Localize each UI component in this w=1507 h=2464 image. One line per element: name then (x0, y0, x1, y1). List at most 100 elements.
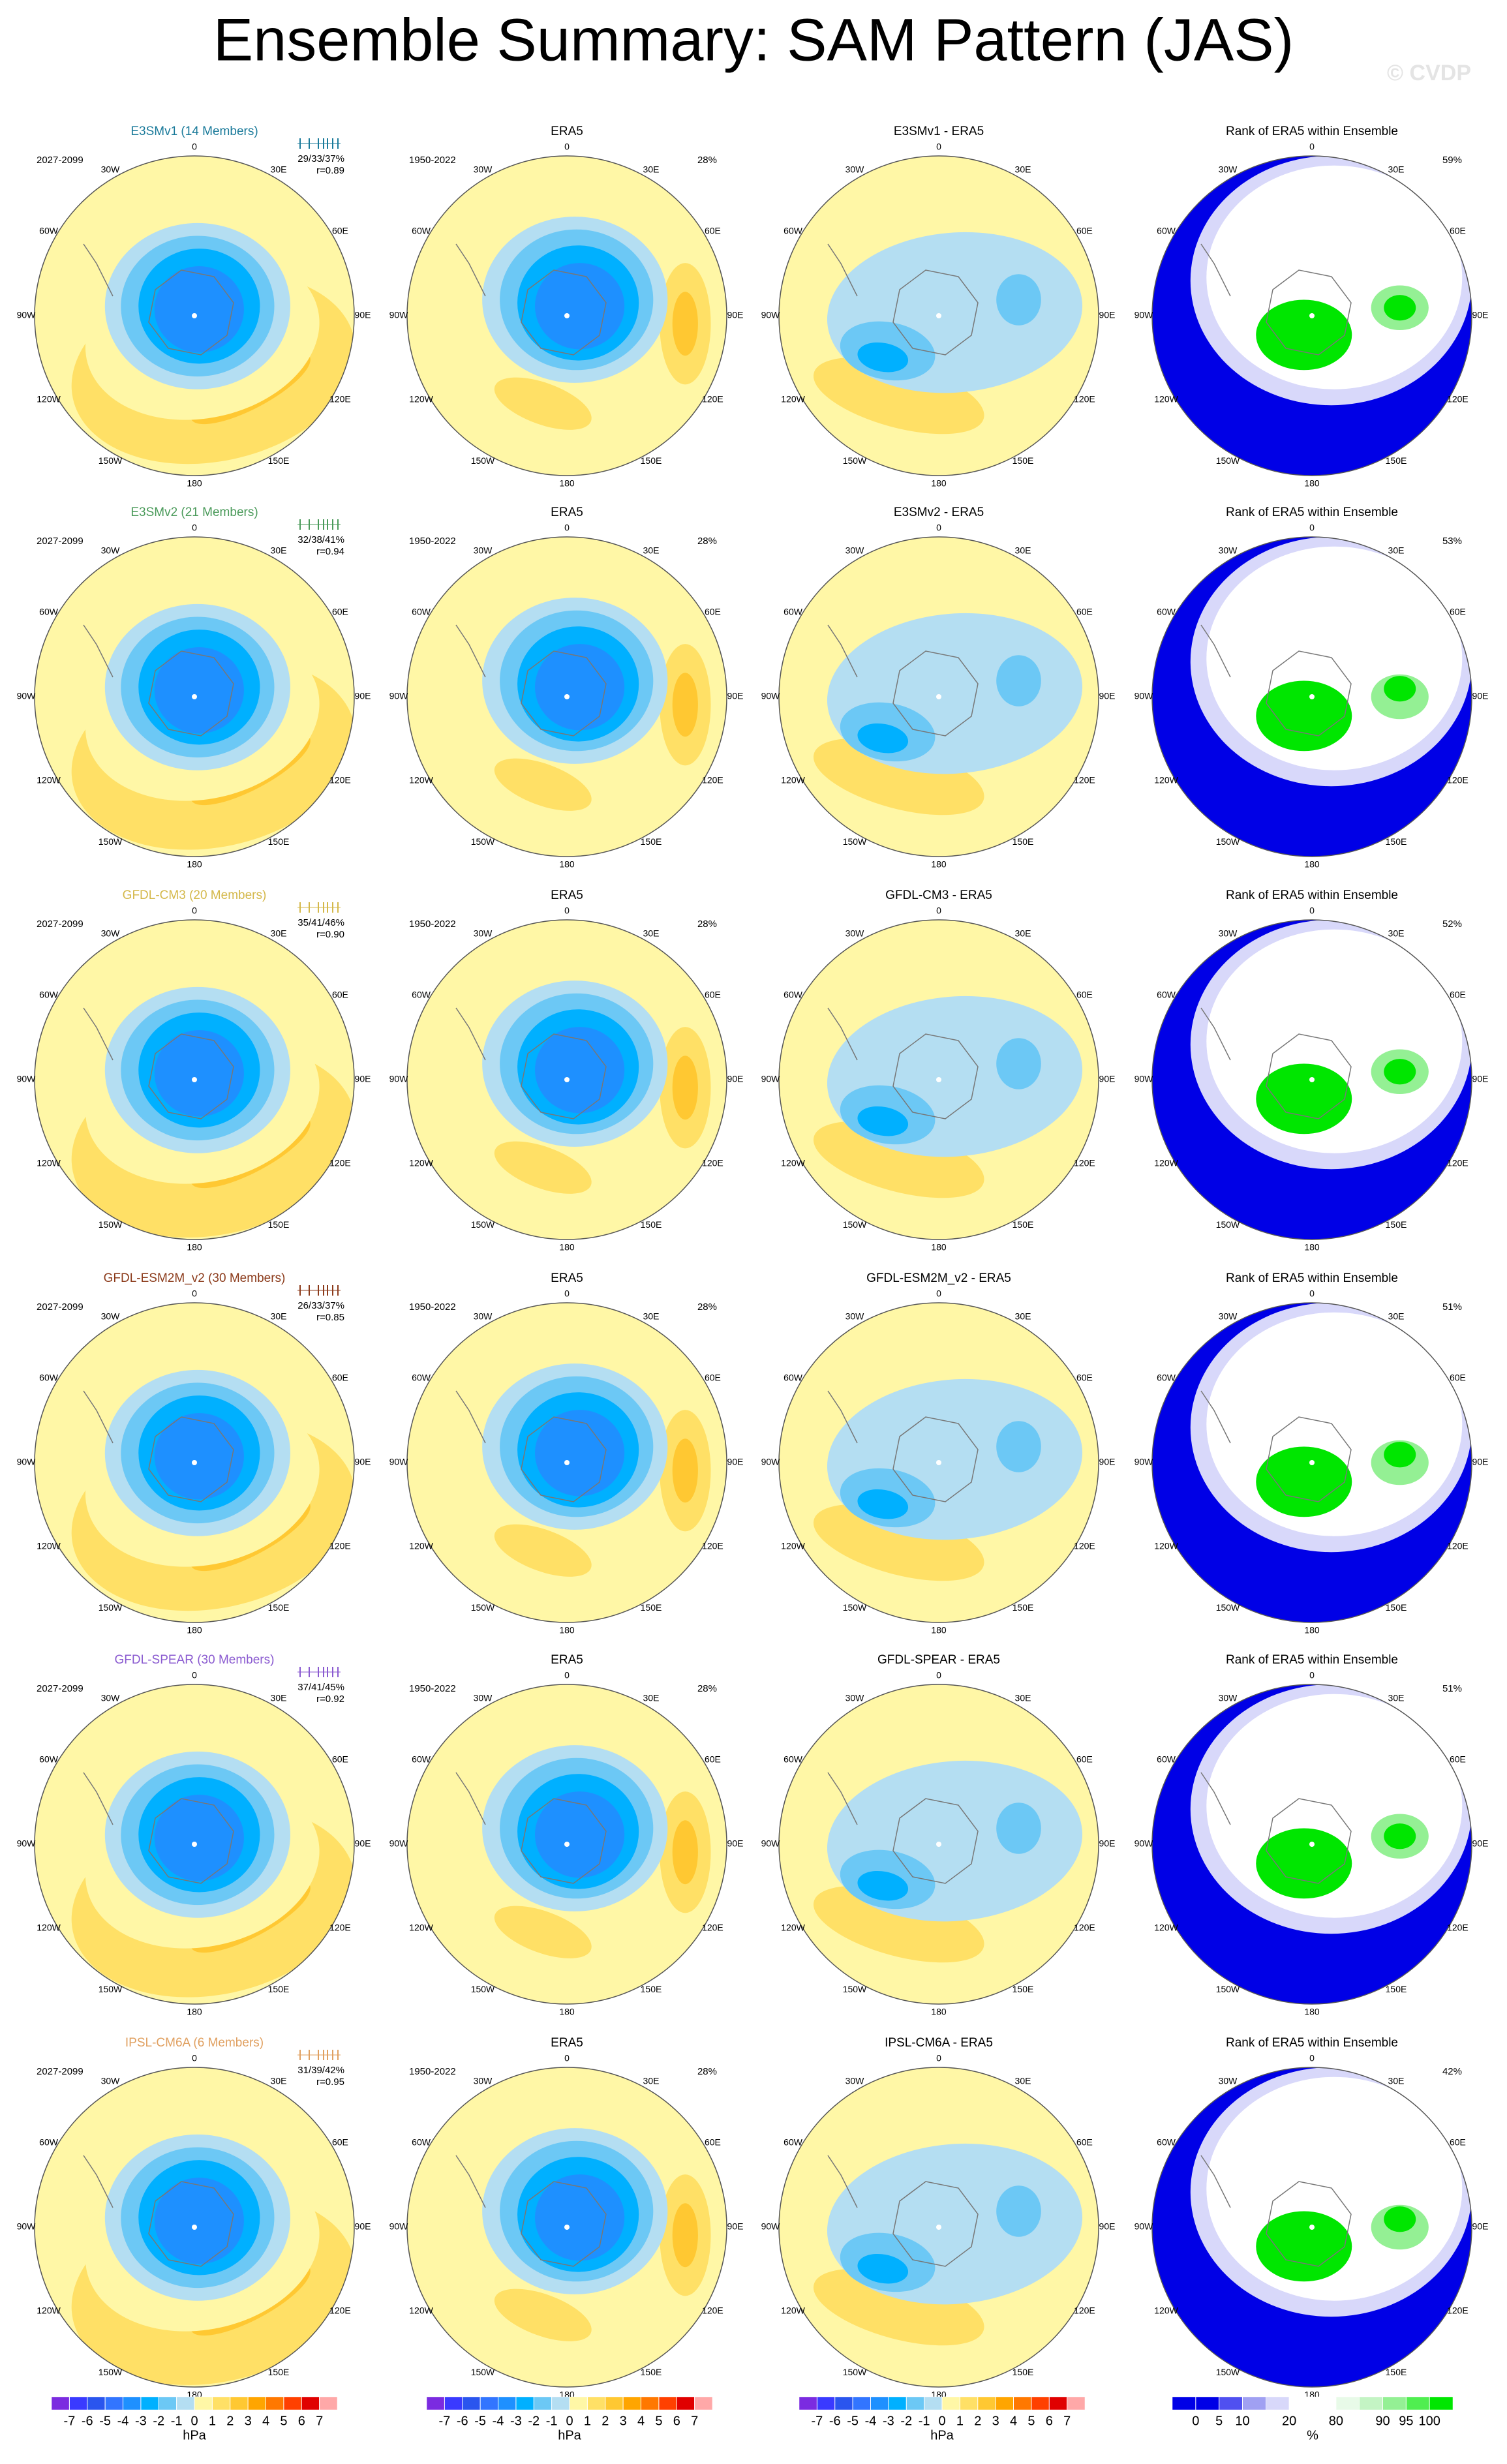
map-outline (34, 1302, 355, 1623)
longitude-label: 120E (1074, 1158, 1095, 1168)
colorbar-swatch (159, 2396, 177, 2411)
longitude-label: 120W (409, 394, 433, 404)
longitude-label: 120W (1154, 394, 1178, 404)
longitude-label: 30E (643, 1311, 660, 1321)
coastline (827, 243, 979, 356)
longitude-label: 0 (936, 905, 941, 916)
longitude-label: 90E (1472, 310, 1489, 320)
panel-title: Rank of ERA5 within Ensemble (1226, 2036, 1398, 2050)
longitude-label: 90E (355, 310, 371, 320)
pole-marker (192, 313, 197, 318)
longitude-label: 90E (1099, 1457, 1116, 1467)
map-outline (406, 155, 727, 476)
colorbar-swatch (444, 2396, 463, 2411)
longitude-label: 30E (1015, 545, 1031, 555)
colorbar-label: 2 (974, 2414, 981, 2428)
longitude-label: 180 (187, 859, 202, 870)
longitude-label: 150E (1012, 1219, 1034, 1230)
pattern-stats: 26/33/37% (297, 1300, 344, 1311)
longitude-label: 60E (1076, 1373, 1093, 1383)
colorbar-label: 7 (691, 2414, 698, 2428)
longitude-label: 0 (564, 905, 570, 916)
colorbar-label: 2 (601, 2414, 609, 2428)
longitude-label: 120E (1447, 1541, 1469, 1551)
coastline (455, 243, 607, 356)
period-label: 1950-2022 (409, 919, 456, 930)
pole-marker (564, 1460, 570, 1465)
colorbar-label: -7 (438, 2414, 450, 2428)
longitude-label: 30W (1219, 928, 1238, 938)
contour-region (535, 644, 625, 731)
longitude-label: 150W (843, 1219, 867, 1230)
panel-title: GFDL-CM3 - ERA5 (885, 889, 992, 902)
longitude-label: 120E (329, 775, 351, 785)
longitude-label: 180 (1304, 1242, 1320, 1253)
panel-title: IPSL-CM6A - ERA5 (885, 2036, 993, 2050)
variance-explained: 28% (697, 919, 717, 930)
longitude-label: 150E (641, 2367, 662, 2377)
longitude-label: 30W (101, 2075, 121, 2086)
colorbar-swatch (247, 2396, 266, 2411)
longitude-label: 90W (761, 1457, 781, 1467)
colorbar-label: -6 (457, 2414, 468, 2428)
pattern-stats: 29/33/37% (297, 153, 344, 164)
longitude-label: 90W (1134, 1838, 1154, 1849)
longitude-label: 150W (99, 1602, 123, 1613)
colorbar-label: 3 (620, 2414, 627, 2428)
contour-region (535, 1410, 625, 1497)
panel-title: GFDL-ESM2M_v2 (30 Members) (104, 1271, 286, 1285)
longitude-label: 120E (702, 2305, 723, 2316)
longitude-label: 30E (271, 164, 287, 174)
colorbar-label: -4 (865, 2414, 877, 2428)
longitude-label: 30W (101, 1311, 121, 1321)
longitude-label: 90W (389, 2221, 409, 2232)
longitude-label: 120W (409, 775, 433, 785)
pattern-correlation: r=0.92 (316, 1694, 344, 1705)
contour-region (857, 1106, 909, 1136)
contour-region (1256, 1446, 1352, 1517)
pole-marker (192, 694, 197, 699)
longitude-label: 120E (329, 2305, 351, 2316)
period-label: 1950-2022 (409, 1301, 456, 1313)
longitude-label: 180 (1304, 859, 1320, 870)
contour-region (996, 1421, 1041, 1472)
longitude-label: 60E (1076, 226, 1093, 236)
pole-marker (192, 1077, 197, 1082)
longitude-label: 120E (702, 1158, 723, 1168)
longitude-label: 30E (643, 164, 660, 174)
colorbar-swatch (1031, 2396, 1050, 2411)
colorbar-label: 3 (245, 2414, 252, 2428)
pole-marker (1309, 313, 1315, 318)
colorbar-label: 0 (1192, 2414, 1199, 2428)
longitude-label: 60E (705, 990, 721, 1000)
longitude-label: 120W (409, 1541, 433, 1551)
longitude-label: 0 (192, 2053, 197, 2063)
period-label: 2027-2099 (37, 155, 84, 166)
longitude-label: 0 (936, 1288, 941, 1299)
longitude-label: 180 (187, 478, 202, 489)
longitude-label: 120E (1074, 775, 1095, 785)
pole-marker (936, 1842, 941, 1847)
contour-region (494, 758, 592, 811)
longitude-label: 120E (702, 394, 723, 404)
longitude-label: 30W (845, 545, 865, 555)
longitude-label: 30E (1388, 545, 1405, 555)
longitude-label: 150E (268, 2367, 290, 2377)
longitude-label: 150W (843, 455, 867, 466)
longitude-label: 90W (389, 1457, 409, 1467)
panel-title: ERA5 (551, 506, 583, 519)
longitude-label: 30W (845, 928, 865, 938)
longitude-label: 60E (705, 226, 721, 236)
contour-region (535, 263, 625, 350)
longitude-label: 30W (101, 928, 121, 938)
longitude-label: 120E (1447, 775, 1469, 785)
map-outline (778, 155, 1099, 476)
longitude-label: 0 (564, 523, 570, 533)
longitude-label: 150W (843, 2367, 867, 2377)
longitude-label: 60E (705, 607, 721, 617)
colorbar-swatch (1172, 2396, 1196, 2411)
colorbar-label: -1 (546, 2414, 558, 2428)
coastline (827, 624, 979, 737)
pattern-correlation: r=0.85 (316, 1312, 344, 1323)
map-panel (407, 2067, 727, 2387)
